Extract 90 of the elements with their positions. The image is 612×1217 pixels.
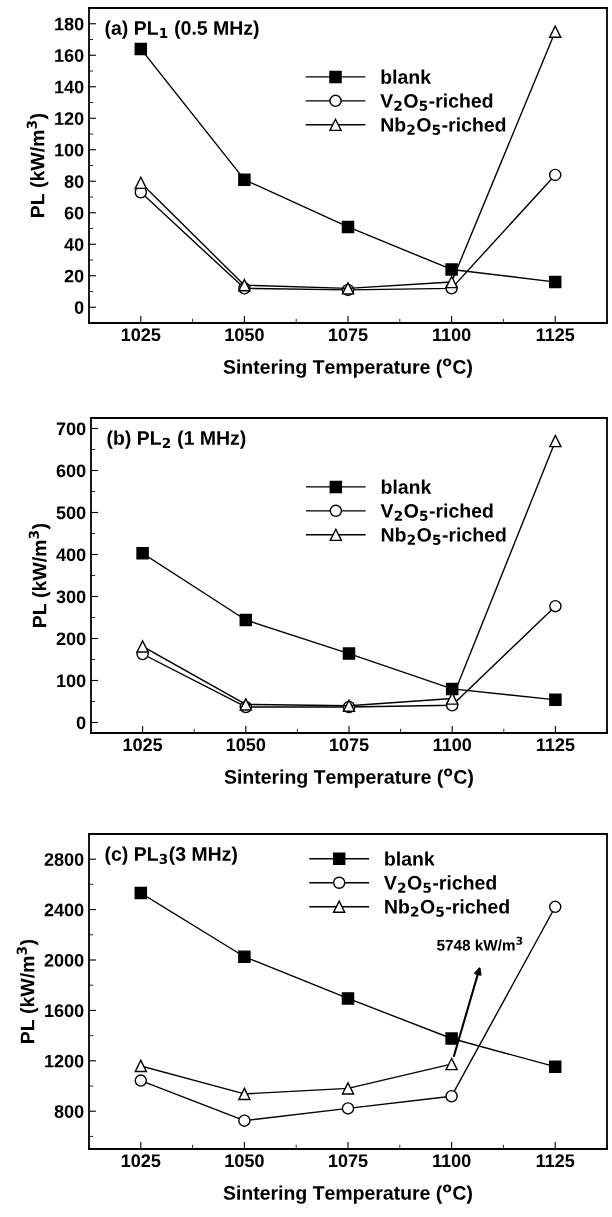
x-tick-label: 1025 [121, 328, 161, 342]
x-tick-label: 1025 [123, 738, 163, 752]
point [548, 25, 562, 38]
y-tick-label: 180 [55, 17, 84, 31]
x-tick-label: 1025 [121, 1154, 161, 1168]
point [549, 599, 562, 613]
x-tick-label: 1100 [433, 738, 472, 752]
point [341, 992, 355, 1005]
point [548, 1060, 562, 1073]
point [549, 434, 562, 448]
y-axis-title: PL (kW/m$^{3}$) [28, 523, 51, 627]
legend-label: Nb$_{2}$O$_{5}$-riched [385, 899, 509, 917]
legend-label: V$_{2}$O$_{5}$-riched [380, 503, 493, 521]
annotation: 5748 kW/m$^{3}$ [437, 936, 523, 951]
x-tick-label: 1050 [225, 1154, 264, 1168]
y-tick-label: 160 [55, 49, 84, 62]
point [445, 1032, 458, 1045]
y-tick-label: 120 [55, 112, 84, 125]
x-tick-label: 1125 [536, 1154, 575, 1168]
point [445, 275, 458, 289]
point [342, 647, 356, 660]
legend-label: Nb$_{2}$O$_{5}$-riched [381, 527, 506, 545]
x-tick-label: 1050 [225, 328, 264, 342]
y-axis-title: PL (kW/m$^{3}$) [26, 113, 49, 217]
point [136, 640, 149, 653]
point [134, 1074, 148, 1087]
point [341, 1082, 355, 1095]
y-tick-label: 100 [57, 674, 86, 688]
point [341, 220, 355, 234]
legend-label: Nb$_{2}$O$_{5}$-riched [381, 117, 506, 135]
y-tick-label: 600 [56, 464, 86, 478]
x-axis-title: Sintering Temperature ($^{o}$C) [223, 358, 472, 378]
x-tick-label: 1075 [330, 738, 369, 752]
text: (c) PL$_{3}$(3 MHz) [105, 846, 237, 865]
y-tick-label: 60 [64, 206, 84, 220]
y-tick-label: 0 [74, 301, 84, 314]
point [445, 692, 459, 705]
point [341, 1102, 355, 1115]
x-axis-title: Sintering Temperature ($^{o}$C) [224, 768, 473, 788]
y-tick-label: 300 [56, 590, 86, 604]
y-tick-label: 500 [56, 506, 86, 520]
x-tick-label: 1125 [536, 738, 575, 752]
legend-label: blank [381, 69, 432, 84]
point [136, 546, 149, 560]
y-tick-label: 200 [56, 632, 86, 646]
y-tick-label: 100 [55, 143, 84, 157]
y-tick-label: 140 [55, 80, 84, 94]
y-tick-label: 80 [64, 175, 84, 188]
legend-label: blank [385, 851, 435, 866]
y-tick-label: 1600 [45, 1004, 84, 1018]
y-tick-label: 400 [56, 548, 86, 562]
legend-label: V$_{2}$O$_{5}$-riched [380, 93, 493, 111]
y-tick-label: 2000 [44, 953, 84, 967]
point [548, 168, 562, 182]
y-tick-label: 800 [54, 1105, 84, 1118]
x-axis-title: Sintering Temperature ($^{o}$C) [223, 1184, 472, 1204]
legend-label: blank [381, 479, 432, 494]
x-tick-label: 1100 [433, 1154, 471, 1168]
point [134, 176, 148, 190]
point [238, 950, 251, 963]
point [134, 42, 148, 56]
y-tick-label: 0 [76, 716, 86, 730]
x-tick-label: 1100 [433, 328, 471, 342]
x-tick-label: 1075 [329, 328, 368, 342]
legend-label: V$_{2}$O$_{5}$-riched [384, 875, 496, 893]
x-tick-label: 1125 [536, 328, 575, 342]
point [238, 1114, 251, 1127]
text: (a) PL$_{1}$ (0.5 MHz) [105, 20, 259, 39]
x-tick-label: 1075 [329, 1154, 368, 1168]
text: (b) PL$_{2}$ (1 MHz) [107, 430, 246, 449]
point [238, 173, 251, 186]
y-tick-label: 2800 [44, 853, 84, 866]
point [445, 1089, 458, 1103]
y-tick-label: 1200 [45, 1054, 84, 1068]
y-tick-label: 700 [56, 422, 86, 436]
point [238, 278, 251, 292]
point [445, 1057, 458, 1071]
point [134, 886, 148, 900]
point [239, 613, 253, 627]
point [548, 900, 562, 914]
y-tick-label: 40 [64, 238, 84, 251]
y-axis-title: PL (kW/m$^{3}$) [16, 939, 39, 1043]
x-tick-label: 1050 [226, 738, 266, 752]
y-tick-label: 2400 [44, 903, 84, 917]
point [238, 1087, 251, 1101]
y-tick-label: 20 [64, 269, 84, 283]
point [549, 693, 562, 707]
point [445, 263, 458, 276]
point [548, 275, 562, 289]
point [134, 1059, 148, 1073]
